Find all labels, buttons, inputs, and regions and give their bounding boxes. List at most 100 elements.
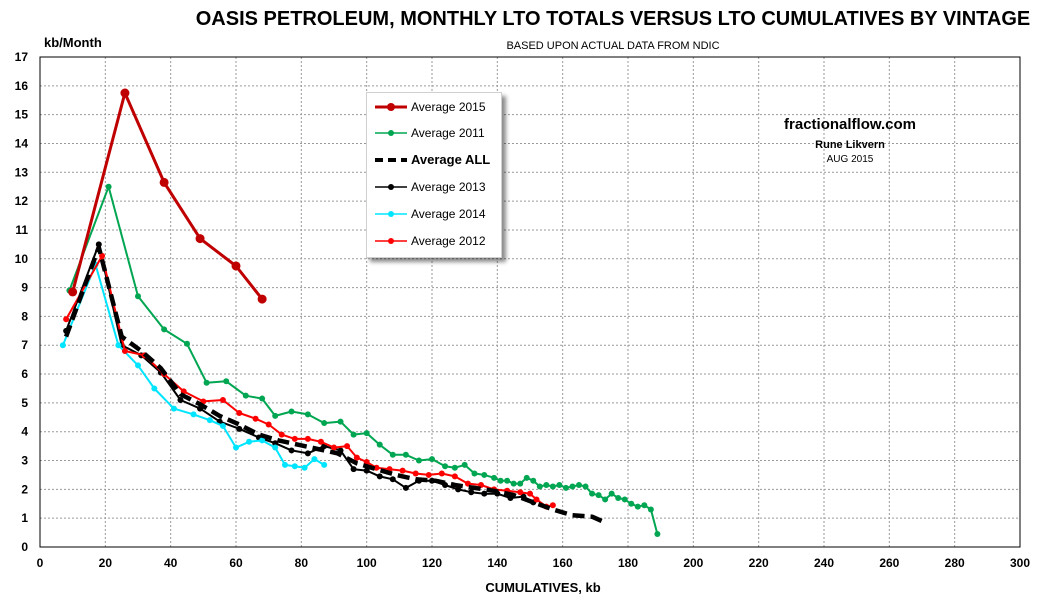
data-point <box>621 496 628 503</box>
data-point <box>311 456 318 463</box>
data-point <box>115 342 122 349</box>
data-point <box>376 441 383 448</box>
data-point <box>412 470 419 477</box>
data-point <box>468 489 475 496</box>
data-point <box>363 458 370 465</box>
y-tick-label: 14 <box>15 136 29 150</box>
data-point <box>317 438 324 445</box>
data-point <box>615 495 622 501</box>
legend-label: Average ALL <box>411 152 491 167</box>
data-point <box>161 326 168 333</box>
legend-label: Average 2013 <box>411 180 486 194</box>
data-point <box>654 531 661 538</box>
data-point <box>59 342 66 349</box>
data-point <box>562 484 569 491</box>
data-point <box>533 496 540 503</box>
y-tick-label: 16 <box>15 79 29 93</box>
data-point <box>481 471 488 478</box>
data-point <box>135 362 141 369</box>
site-name-annotation: fractionalflow.com <box>784 116 916 133</box>
data-point <box>99 252 106 259</box>
data-point <box>282 461 288 468</box>
legend-item-average-2011: Average 2011 <box>373 123 501 143</box>
data-point <box>442 463 449 470</box>
plot-frame <box>39 56 1021 548</box>
data-point <box>151 385 158 392</box>
data-point <box>497 477 504 484</box>
data-point <box>363 430 370 437</box>
legend-item-average-2014: Average 2014 <box>373 204 501 224</box>
data-point <box>549 502 556 509</box>
x-tick-label: 80 <box>295 556 309 570</box>
data-point <box>177 397 184 403</box>
author-annotation: Rune Likvern <box>815 139 885 151</box>
series-average-2014 <box>59 261 328 471</box>
x-tick-label: 220 <box>749 556 769 570</box>
y-tick-label: 7 <box>21 338 28 352</box>
series-line <box>61 263 325 469</box>
x-tick-label: 100 <box>357 556 377 570</box>
data-point <box>291 463 298 470</box>
y-tick-label: 5 <box>21 396 28 410</box>
x-tick-label: 120 <box>422 556 442 570</box>
legend-swatch-icon <box>375 158 407 162</box>
y-axis-label: kb/Month <box>44 35 102 50</box>
data-point <box>536 483 543 490</box>
legend-swatch-icon <box>375 103 407 111</box>
x-tick-label: 140 <box>487 556 507 570</box>
axes <box>39 56 1021 548</box>
data-point <box>491 474 498 481</box>
x-tick-label: 240 <box>814 556 834 570</box>
x-axis-label: CUMULATIVES, kb <box>485 580 601 595</box>
y-tick-label: 17 <box>15 50 29 64</box>
x-tick-label: 280 <box>945 556 965 570</box>
x-tick-label: 200 <box>683 556 703 570</box>
data-point <box>523 474 530 481</box>
data-point <box>304 435 311 442</box>
data-point <box>602 496 609 503</box>
series-line <box>68 185 659 535</box>
legend-label: Average 2011 <box>411 126 485 140</box>
y-tick-label: 0 <box>21 540 28 554</box>
data-point <box>471 470 478 477</box>
data-point <box>517 489 524 496</box>
data-point <box>543 482 550 489</box>
legend-item-average-all: Average ALL <box>373 150 501 170</box>
series-line <box>71 91 264 301</box>
series-group <box>59 88 661 538</box>
data-point <box>288 408 295 415</box>
series-average-2011 <box>66 183 661 538</box>
data-point <box>236 425 243 432</box>
data-point <box>105 183 112 190</box>
data-point <box>438 470 445 477</box>
data-point <box>350 431 357 438</box>
data-point <box>634 503 641 510</box>
data-point <box>647 506 654 513</box>
data-point <box>376 473 383 480</box>
data-point <box>301 464 308 471</box>
data-point <box>321 461 328 468</box>
date-annotation: AUG 2015 <box>826 154 874 165</box>
data-point <box>461 461 468 468</box>
data-point <box>321 420 328 427</box>
data-point <box>353 454 360 461</box>
tick-labels: 0 20 40 60 80 100 120 140 160 180 200 220 240 260 280 3… <box>15 50 1031 570</box>
data-point <box>350 466 357 473</box>
data-point <box>120 88 130 98</box>
x-tick-label: 20 <box>99 556 113 570</box>
data-point <box>195 234 205 244</box>
data-point <box>121 348 128 354</box>
series-average-2015 <box>68 88 267 304</box>
data-point <box>399 467 406 474</box>
data-point <box>236 409 243 416</box>
data-point <box>389 476 396 483</box>
x-tick-label: 300 <box>1010 556 1030 570</box>
data-point <box>373 464 380 471</box>
data-point <box>246 438 253 445</box>
legend-item-average-2012: Average 2012 <box>373 231 501 251</box>
data-point <box>451 464 458 471</box>
x-tick-label: 40 <box>164 556 178 570</box>
data-point <box>304 411 311 418</box>
data-point <box>641 502 648 509</box>
